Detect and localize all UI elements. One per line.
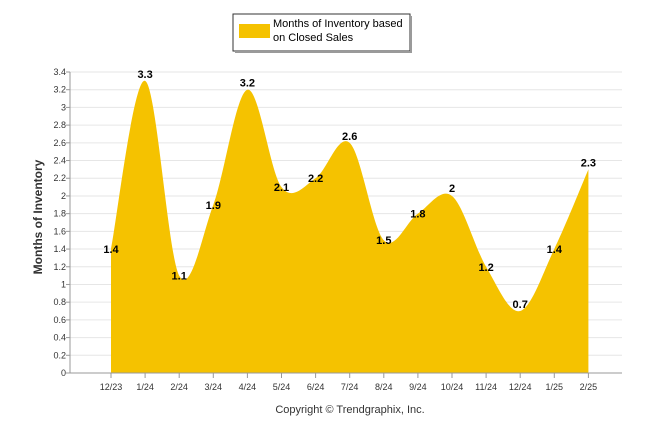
y-tick-label: 3	[61, 102, 66, 112]
data-label: 0.7	[513, 299, 528, 311]
x-tick-label: 4/24	[239, 382, 257, 392]
x-tick-label: 2/25	[580, 382, 598, 392]
data-label: 2.6	[342, 131, 357, 143]
x-tick-label: 9/24	[409, 382, 427, 392]
x-tick-label: 11/24	[475, 382, 497, 392]
legend-label-line1: Months of Inventory based	[273, 18, 403, 30]
y-tick-label: 3.2	[53, 85, 66, 95]
data-label: 2	[449, 183, 455, 195]
y-tick-label: 3.4	[53, 67, 66, 77]
y-tick-label: 1.2	[53, 262, 66, 272]
area-series-months-of-inventory[interactable]	[111, 80, 589, 373]
y-tick-label: 2.4	[53, 156, 66, 166]
axes	[69, 72, 622, 374]
data-label: 1.8	[410, 209, 425, 221]
data-label: 3.2	[240, 78, 255, 90]
x-axis-ticks: 12/23 1/24 2/24 3/24 4/24 5/24 6/24 7/24 8/24 9/2…	[100, 373, 597, 392]
legend-label-line2: on Closed Sales	[273, 32, 354, 44]
area-series	[111, 80, 589, 373]
legend-swatch	[239, 24, 270, 38]
x-tick-label: 10/24	[441, 382, 464, 392]
y-tick-label: 0.6	[53, 315, 66, 325]
data-label: 1.1	[172, 271, 187, 283]
data-label: 1.2	[478, 262, 493, 274]
x-tick-label: 1/24	[136, 382, 154, 392]
x-tick-label: 6/24	[307, 382, 325, 392]
y-tick-label: 0.2	[53, 350, 66, 360]
x-tick-label: 8/24	[375, 382, 393, 392]
x-tick-label: 12/24	[509, 382, 532, 392]
y-tick-label: 0	[61, 368, 66, 378]
data-label: 1.5	[376, 235, 391, 247]
data-label: 2.1	[274, 182, 289, 194]
data-label: 2.2	[308, 173, 323, 185]
y-tick-label: 2	[61, 191, 66, 201]
data-labels: 1.4 3.3 1.1 1.9 3.2 2.1 2.2 2.6 1.5 1.8 2 1.2 0.7 1.4…	[103, 69, 596, 311]
x-tick-label: 1/25	[546, 382, 564, 392]
y-tick-label: 2.2	[53, 173, 66, 183]
y-tick-label: 1.4	[53, 244, 66, 254]
x-tick-label: 2/24	[170, 382, 188, 392]
y-tick-label: 0.4	[53, 333, 66, 343]
data-label: 1.4	[547, 244, 563, 256]
data-label: 1.9	[206, 200, 221, 212]
legend-border-shadow-bottom	[235, 51, 412, 53]
x-tick-label: 7/24	[341, 382, 359, 392]
y-tick-label: 2.8	[53, 120, 66, 130]
y-axis-label: Months of Inventory	[31, 159, 45, 274]
legend-border-shadow	[410, 16, 412, 53]
x-tick-label: 3/24	[205, 382, 223, 392]
x-tick-label: 12/23	[100, 382, 123, 392]
y-tick-label: 1.6	[53, 226, 66, 236]
copyright: Copyright © Trendgraphix, Inc.	[275, 404, 424, 416]
data-label: 3.3	[137, 69, 152, 81]
y-tick-label: 1	[61, 279, 66, 289]
y-tick-label: 1.8	[53, 209, 66, 219]
y-tick-label: 2.6	[53, 138, 66, 148]
x-tick-label: 5/24	[273, 382, 291, 392]
y-tick-label: 0.8	[53, 297, 66, 307]
data-label: 2.3	[581, 157, 596, 169]
y-axis-ticks: 0 0.2 0.4 0.6 0.8 1 1.2 1.4 1.6 1.8 2 2.2 2.4 2.6 2.8 3…	[53, 67, 70, 378]
legend[interactable]: Months of Inventory based on Closed Sale…	[232, 13, 412, 53]
data-label: 1.4	[103, 244, 119, 256]
